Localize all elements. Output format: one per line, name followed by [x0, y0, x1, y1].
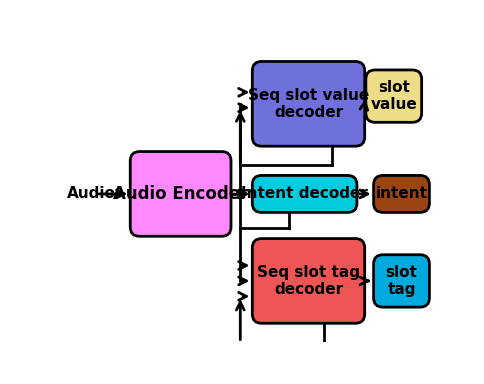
Text: Audio Encoder: Audio Encoder: [113, 185, 248, 203]
FancyBboxPatch shape: [130, 152, 231, 236]
Text: slot
value: slot value: [370, 80, 417, 113]
Text: intent: intent: [376, 186, 427, 202]
Text: Seq slot value
decoder: Seq slot value decoder: [248, 88, 369, 120]
Text: slot
tag: slot tag: [386, 265, 417, 297]
FancyBboxPatch shape: [252, 175, 357, 212]
FancyBboxPatch shape: [252, 238, 364, 323]
Text: Audio: Audio: [67, 186, 116, 202]
Text: Intent decoder: Intent decoder: [241, 186, 368, 202]
Text: Seq slot tag
decoder: Seq slot tag decoder: [257, 265, 360, 297]
FancyBboxPatch shape: [366, 70, 422, 122]
FancyBboxPatch shape: [252, 61, 364, 146]
FancyBboxPatch shape: [374, 175, 429, 212]
FancyBboxPatch shape: [374, 255, 429, 307]
